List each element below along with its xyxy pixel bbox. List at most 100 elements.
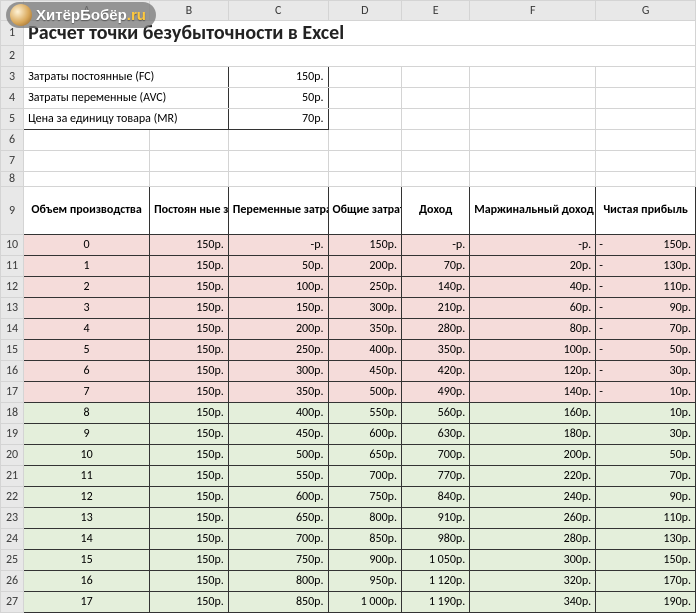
cell[interactable]: 10 xyxy=(24,445,150,466)
cell[interactable]: 150р. xyxy=(150,571,229,592)
row-header[interactable]: 9 xyxy=(1,187,24,235)
cell[interactable]: 900р. xyxy=(328,550,401,571)
row[interactable]: 5 Цена за единицу товара (MR) 70р. xyxy=(1,109,696,130)
cell[interactable]: 560р. xyxy=(402,403,470,424)
row-header[interactable]: 23 xyxy=(1,508,24,529)
cell[interactable] xyxy=(402,67,470,88)
cell[interactable]: 250р. xyxy=(228,340,328,361)
param-label[interactable]: Затраты переменные (AVC) xyxy=(24,88,229,109)
col-header[interactable]: G xyxy=(596,1,696,21)
spreadsheet[interactable]: A B C D E F G 1 Расчет точки безубыточно… xyxy=(0,0,696,613)
table-row[interactable]: 2111150р.550р.700р.770р.220р.70р. xyxy=(1,466,696,487)
cell[interactable]: 500р. xyxy=(228,445,328,466)
cell[interactable]: 220р. xyxy=(470,466,596,487)
cell[interactable]: 980р. xyxy=(402,529,470,550)
cell[interactable]: 150р. xyxy=(150,592,229,613)
cell[interactable]: 150р. xyxy=(150,340,229,361)
cell[interactable]: 1 xyxy=(24,256,150,277)
row[interactable]: 2 xyxy=(1,46,696,67)
col-header[interactable]: D xyxy=(328,1,401,21)
col-header[interactable]: E xyxy=(402,1,470,21)
col-header[interactable]: F xyxy=(470,1,596,21)
cell[interactable]: 240р. xyxy=(470,487,596,508)
cell[interactable]: -р. xyxy=(402,235,470,256)
cell[interactable]: -130р. xyxy=(596,256,696,277)
table-row[interactable]: 2212150р.600р.750р.840р.240р.90р. xyxy=(1,487,696,508)
cell[interactable]: 150р. xyxy=(150,319,229,340)
cell[interactable]: 150р. xyxy=(150,235,229,256)
cell[interactable]: 17 xyxy=(24,592,150,613)
table-row[interactable]: 111150р.50р.200р.70р.20р.-130р. xyxy=(1,256,696,277)
cell[interactable]: 1 190р. xyxy=(402,592,470,613)
table-row[interactable]: 133150р.150р.300р.210р.60р.-90р. xyxy=(1,298,696,319)
cell[interactable] xyxy=(328,88,401,109)
cell[interactable] xyxy=(328,151,401,172)
cell[interactable]: 2 xyxy=(24,277,150,298)
col-title[interactable]: Маржинальный доход xyxy=(470,187,596,235)
cell[interactable]: 150р. xyxy=(150,403,229,424)
col-title[interactable]: Чистая прибыль xyxy=(596,187,696,235)
cell[interactable]: 140р. xyxy=(402,277,470,298)
row-header[interactable]: 25 xyxy=(1,550,24,571)
cell[interactable] xyxy=(150,172,229,187)
cell[interactable]: 350р. xyxy=(328,319,401,340)
cell[interactable]: 450р. xyxy=(328,361,401,382)
cell[interactable]: 180р. xyxy=(470,424,596,445)
table-row[interactable]: 2010150р.500р.650р.700р.200р.50р. xyxy=(1,445,696,466)
cell[interactable]: 0 xyxy=(24,235,150,256)
cell[interactable]: -90р. xyxy=(596,298,696,319)
cell[interactable]: -р. xyxy=(470,235,596,256)
col-header[interactable]: B xyxy=(150,1,229,21)
cell[interactable] xyxy=(150,130,229,151)
cell[interactable]: 1 120р. xyxy=(402,571,470,592)
cell[interactable]: 770р. xyxy=(402,466,470,487)
row-header[interactable]: 11 xyxy=(1,256,24,277)
row-header[interactable]: 17 xyxy=(1,382,24,403)
cell[interactable] xyxy=(228,172,328,187)
cell[interactable]: 500р. xyxy=(328,382,401,403)
cell[interactable]: 800р. xyxy=(328,508,401,529)
cell[interactable]: -р. xyxy=(228,235,328,256)
table-row[interactable]: 2515150р.750р.900р.1 050р.300р.150р. xyxy=(1,550,696,571)
cell[interactable]: 910р. xyxy=(402,508,470,529)
row[interactable]: 8 xyxy=(1,172,696,187)
param-value[interactable]: 70р. xyxy=(228,109,328,130)
row-header[interactable]: 22 xyxy=(1,487,24,508)
cell[interactable] xyxy=(470,67,596,88)
cell[interactable]: 750р. xyxy=(228,550,328,571)
cell[interactable] xyxy=(328,67,401,88)
cell[interactable] xyxy=(402,172,470,187)
row-header[interactable]: 7 xyxy=(1,151,24,172)
cell[interactable]: 350р. xyxy=(228,382,328,403)
cell[interactable]: 650р. xyxy=(328,445,401,466)
cell[interactable]: -70р. xyxy=(596,319,696,340)
row-header[interactable]: 24 xyxy=(1,529,24,550)
cell[interactable]: 150р. xyxy=(150,277,229,298)
cell[interactable]: 420р. xyxy=(402,361,470,382)
table-row[interactable]: 2616150р.800р.950р.1 120р.320р.170р. xyxy=(1,571,696,592)
cell[interactable]: 50р. xyxy=(228,256,328,277)
cell[interactable]: 3 xyxy=(24,298,150,319)
cell[interactable]: 200р. xyxy=(228,319,328,340)
cell[interactable]: 300р. xyxy=(228,361,328,382)
col-title[interactable]: Постоян ные затраты xyxy=(150,187,229,235)
cell[interactable]: 300р. xyxy=(470,550,596,571)
table-row[interactable]: 166150р.300р.450р.420р.120р.-30р. xyxy=(1,361,696,382)
cell[interactable]: 150р. xyxy=(150,382,229,403)
cell[interactable]: 260р. xyxy=(470,508,596,529)
row-header[interactable]: 26 xyxy=(1,571,24,592)
cell[interactable]: 700р. xyxy=(228,529,328,550)
cell[interactable]: 150р. xyxy=(150,298,229,319)
col-header[interactable]: C xyxy=(228,1,328,21)
row-header[interactable]: 20 xyxy=(1,445,24,466)
row-header[interactable]: 27 xyxy=(1,592,24,613)
cell[interactable] xyxy=(596,67,696,88)
table-row[interactable]: 199150р.450р.600р.630р.180р.30р. xyxy=(1,424,696,445)
cell[interactable]: 400р. xyxy=(328,340,401,361)
cell[interactable]: 840р. xyxy=(402,487,470,508)
col-title[interactable]: Доход xyxy=(402,187,470,235)
cell[interactable]: 40р. xyxy=(470,277,596,298)
col-title[interactable]: Переменные затраты xyxy=(228,187,328,235)
cell[interactable]: 70р. xyxy=(402,256,470,277)
table-row[interactable]: 155150р.250р.400р.350р.100р.-50р. xyxy=(1,340,696,361)
